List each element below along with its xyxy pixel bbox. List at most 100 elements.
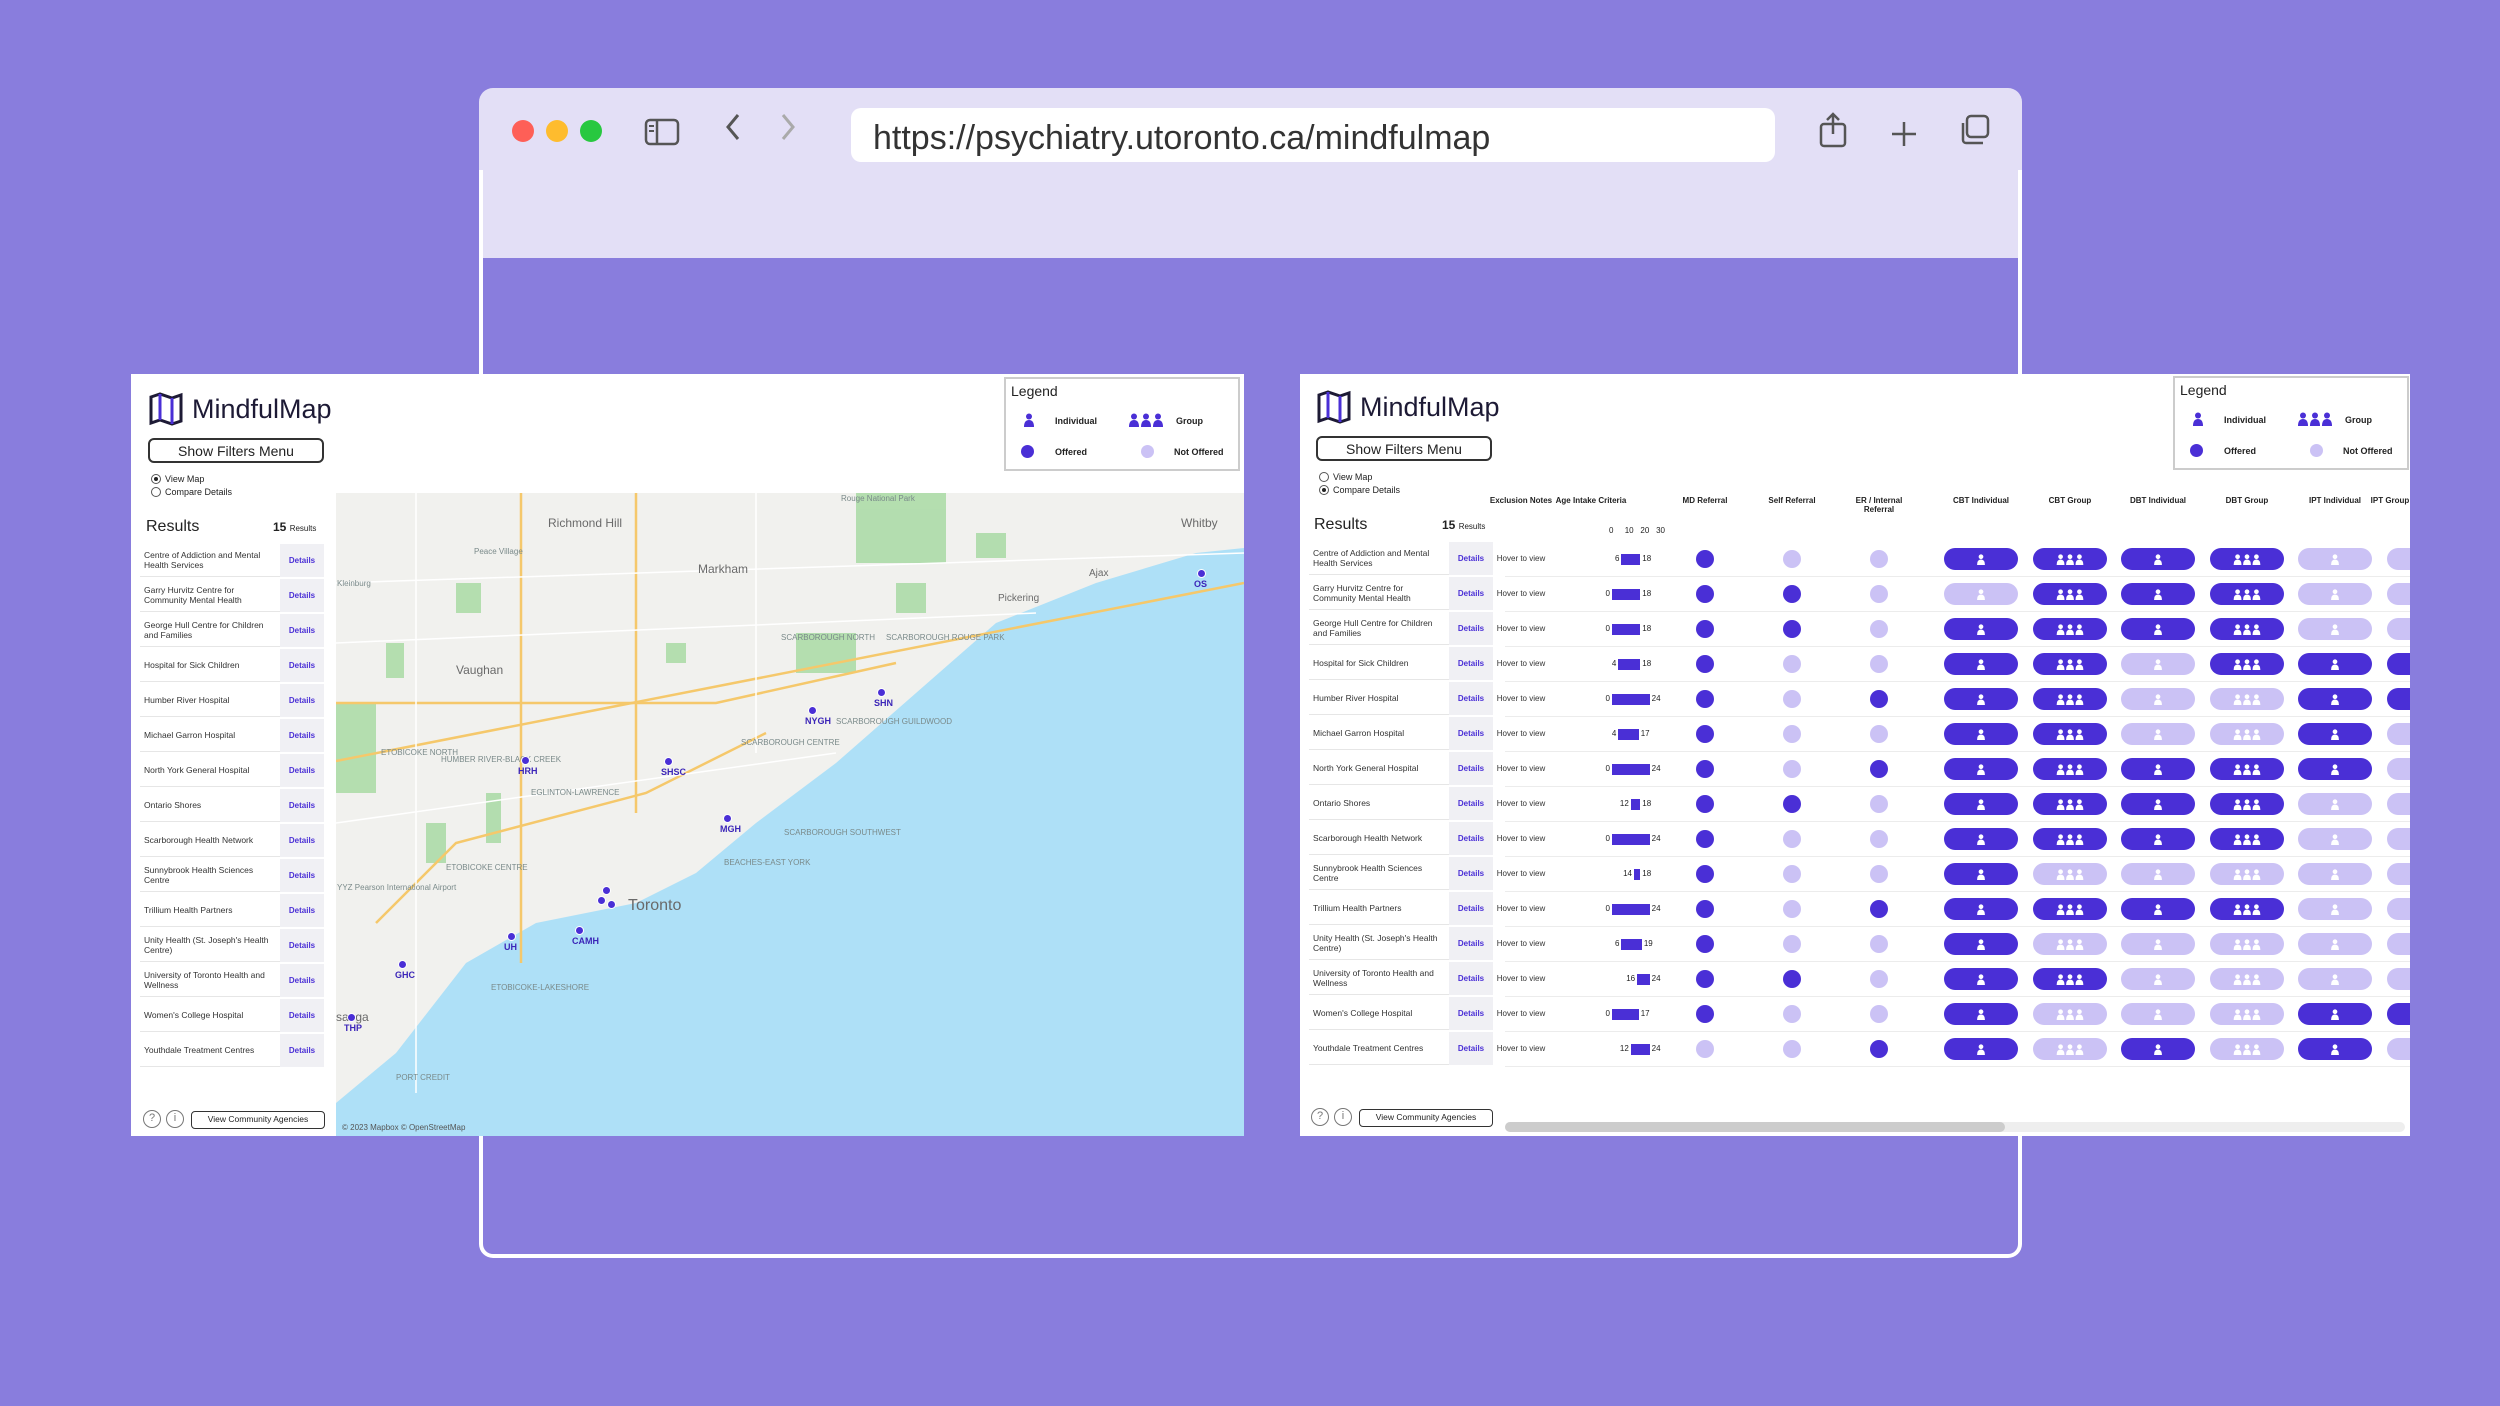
list-item[interactable]: George Hull Centre for Children and Fami… <box>140 614 324 647</box>
details-button[interactable]: Details <box>280 684 324 717</box>
horizontal-scrollbar[interactable] <box>1505 1122 2405 1132</box>
details-button[interactable]: Details <box>280 754 324 787</box>
list-item[interactable]: Ontario Shores Details <box>1309 787 1493 820</box>
details-button[interactable]: Details <box>1449 577 1493 610</box>
view-community-agencies-button[interactable]: View Community Agencies <box>1359 1109 1493 1127</box>
list-item[interactable]: North York General Hospital Details <box>1309 752 1493 785</box>
list-item[interactable]: University of Toronto Health and Wellnes… <box>1309 962 1493 995</box>
list-item[interactable]: Garry Hurvitz Centre for Community Menta… <box>140 579 324 612</box>
details-button[interactable]: Details <box>280 614 324 647</box>
exclusion-notes-hover[interactable]: Hover to view <box>1496 869 1546 878</box>
zoom-window-button[interactable] <box>580 120 602 142</box>
details-button[interactable]: Details <box>280 999 324 1032</box>
question-icon[interactable]: ? <box>1311 1108 1329 1126</box>
list-item[interactable]: Michael Garron Hospital Details <box>140 719 324 752</box>
list-item[interactable]: Youthdale Treatment Centres Details <box>140 1034 324 1067</box>
tabs-icon[interactable] <box>1958 114 1990 154</box>
details-button[interactable]: Details <box>1449 612 1493 645</box>
location-marker[interactable] <box>808 706 817 715</box>
exclusion-notes-hover[interactable]: Hover to view <box>1496 1009 1546 1018</box>
list-item[interactable]: Humber River Hospital Details <box>1309 682 1493 715</box>
list-item[interactable]: Youthdale Treatment Centres Details <box>1309 1032 1493 1065</box>
list-item[interactable]: Trillium Health Partners Details <box>140 894 324 927</box>
list-item[interactable]: Garry Hurvitz Centre for Community Menta… <box>1309 577 1493 610</box>
list-item[interactable]: Michael Garron Hospital Details <box>1309 717 1493 750</box>
list-item[interactable]: Ontario Shores Details <box>140 789 324 822</box>
details-button[interactable]: Details <box>280 719 324 752</box>
details-button[interactable]: Details <box>1449 752 1493 785</box>
exclusion-notes-hover[interactable]: Hover to view <box>1496 764 1546 773</box>
list-item[interactable]: Hospital for Sick Children Details <box>1309 647 1493 680</box>
details-button[interactable]: Details <box>1449 787 1493 820</box>
location-marker[interactable] <box>347 1013 356 1022</box>
list-item[interactable]: Sunnybrook Health Sciences Centre Details <box>1309 857 1493 890</box>
exclusion-notes-hover[interactable]: Hover to view <box>1496 589 1546 598</box>
location-marker[interactable] <box>602 886 611 895</box>
details-button[interactable]: Details <box>280 824 324 857</box>
details-button[interactable]: Details <box>1449 717 1493 750</box>
chevron-right-icon[interactable] <box>776 110 800 152</box>
location-marker[interactable] <box>575 926 584 935</box>
list-item[interactable]: University of Toronto Health and Wellnes… <box>140 964 324 997</box>
info-icon[interactable]: i <box>1334 1108 1352 1126</box>
list-item[interactable]: Sunnybrook Health Sciences Centre Details <box>140 859 324 892</box>
details-button[interactable]: Details <box>1449 682 1493 715</box>
show-filters-button[interactable]: Show Filters Menu <box>148 438 324 463</box>
details-button[interactable]: Details <box>1449 892 1493 925</box>
plus-icon[interactable] <box>1890 116 1918 156</box>
list-item[interactable]: Scarborough Health Network Details <box>1309 822 1493 855</box>
exclusion-notes-hover[interactable]: Hover to view <box>1496 939 1546 948</box>
location-marker[interactable] <box>723 814 732 823</box>
location-marker[interactable] <box>507 932 516 941</box>
view-community-agencies-button[interactable]: View Community Agencies <box>191 1111 325 1129</box>
exclusion-notes-hover[interactable]: Hover to view <box>1496 659 1546 668</box>
exclusion-notes-hover[interactable]: Hover to view <box>1496 1044 1546 1053</box>
details-button[interactable]: Details <box>280 964 324 997</box>
compare-details-radio[interactable]: Compare Details <box>151 487 232 497</box>
show-filters-button[interactable]: Show Filters Menu <box>1316 436 1492 461</box>
list-item[interactable]: George Hull Centre for Children and Fami… <box>1309 612 1493 645</box>
list-item[interactable]: Trillium Health Partners Details <box>1309 892 1493 925</box>
details-button[interactable]: Details <box>1449 647 1493 680</box>
address-bar[interactable]: https://psychiatry.utoronto.ca/mindfulma… <box>851 108 1775 162</box>
chevron-left-icon[interactable] <box>722 110 746 152</box>
exclusion-notes-hover[interactable]: Hover to view <box>1496 904 1546 913</box>
view-map-radio[interactable]: View Map <box>151 474 204 484</box>
details-button[interactable]: Details <box>280 859 324 892</box>
view-map-radio[interactable]: View Map <box>1319 472 1372 482</box>
location-marker[interactable] <box>597 896 606 905</box>
details-button[interactable]: Details <box>1449 542 1493 575</box>
details-button[interactable]: Details <box>1449 997 1493 1030</box>
sidebar-icon[interactable] <box>644 114 680 154</box>
exclusion-notes-hover[interactable]: Hover to view <box>1496 624 1546 633</box>
exclusion-notes-hover[interactable]: Hover to view <box>1496 799 1546 808</box>
details-button[interactable]: Details <box>280 1034 324 1067</box>
list-item[interactable]: Unity Health (St. Joseph's Health Centre… <box>140 929 324 962</box>
location-marker[interactable] <box>607 900 616 909</box>
list-item[interactable]: Centre of Addiction and Mental Health Se… <box>1309 542 1493 575</box>
list-item[interactable]: Women's College Hospital Details <box>1309 997 1493 1030</box>
list-item[interactable]: Scarborough Health Network Details <box>140 824 324 857</box>
location-marker[interactable] <box>664 757 673 766</box>
details-button[interactable]: Details <box>280 544 324 577</box>
details-button[interactable]: Details <box>1449 962 1493 995</box>
list-item[interactable]: Humber River Hospital Details <box>140 684 324 717</box>
exclusion-notes-hover[interactable]: Hover to view <box>1496 729 1546 738</box>
list-item[interactable]: Unity Health (St. Joseph's Health Centre… <box>1309 927 1493 960</box>
location-marker[interactable] <box>398 960 407 969</box>
list-item[interactable]: North York General Hospital Details <box>140 754 324 787</box>
info-icon[interactable]: i <box>166 1110 184 1128</box>
details-button[interactable]: Details <box>1449 857 1493 890</box>
details-button[interactable]: Details <box>1449 927 1493 960</box>
close-window-button[interactable] <box>512 120 534 142</box>
location-marker[interactable] <box>521 756 530 765</box>
list-item[interactable]: Centre of Addiction and Mental Health Se… <box>140 544 324 577</box>
details-button[interactable]: Details <box>280 649 324 682</box>
list-item[interactable]: Women's College Hospital Details <box>140 999 324 1032</box>
question-icon[interactable]: ? <box>143 1110 161 1128</box>
share-icon[interactable] <box>1818 112 1848 156</box>
details-button[interactable]: Details <box>280 579 324 612</box>
exclusion-notes-hover[interactable]: Hover to view <box>1496 834 1546 843</box>
exclusion-notes-hover[interactable]: Hover to view <box>1496 974 1546 983</box>
exclusion-notes-hover[interactable]: Hover to view <box>1496 694 1546 703</box>
